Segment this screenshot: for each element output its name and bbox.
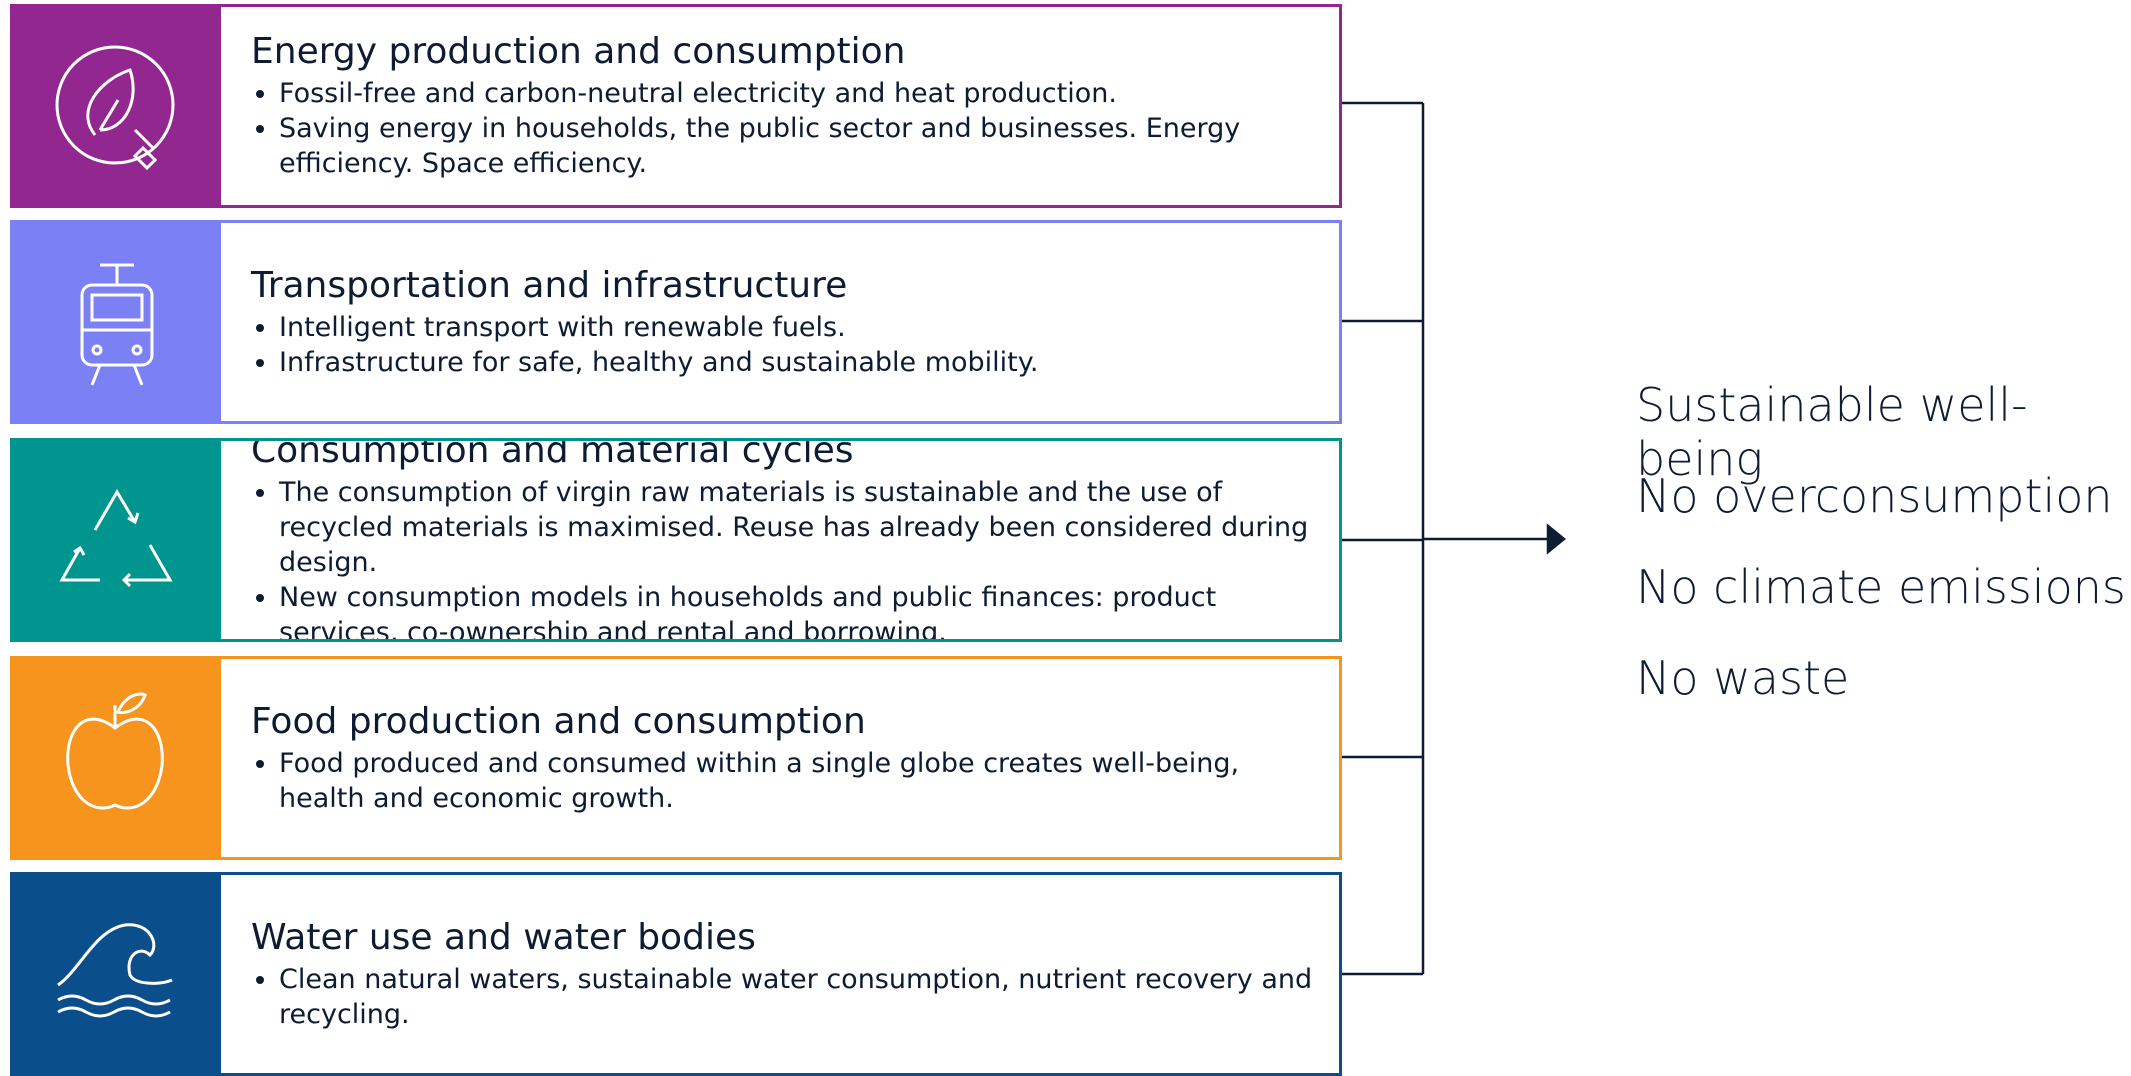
bullet: Food produced and consumed within a sing… [279,746,1331,816]
bullet-list: Intelligent transport with renewable fue… [251,310,1331,380]
section-title: Transportation and infrastructure [251,264,848,306]
outcome: Sustainable well-being [1636,378,2028,486]
section-box: Consumption and material cycles The consu… [10,438,1342,642]
connector [1342,101,1566,976]
section-title: Food production and consumption [251,700,866,742]
icon-apple [66,692,164,810]
section-box: Food production and consumptionFood prod… [10,656,1342,860]
section-box: Energy production and consumption Fossil-… [10,4,1342,208]
section-content: Consumption and material cycles The consu… [251,441,1331,639]
bullet: Infrastructure for safe, healthy and sus… [279,345,1331,380]
bullet: The consumption of virgin raw materials … [279,475,1331,580]
outcome: No waste [1636,651,1850,705]
section-content: Water use and water bodiesClean natural … [251,875,1331,1073]
bullet-list: Clean natural waters, sustainable water … [251,962,1331,1032]
bullet-list: The consumption of virgin raw materials … [251,475,1331,639]
section-title: Energy production and consumption [251,31,906,72]
bullet: Saving energy in households, the public … [279,111,1331,181]
section-box: Transportation and infrastructure Intelli… [10,220,1342,424]
icon-panel [13,441,221,639]
bullet: Intelligent transport with renewable fue… [279,310,1331,345]
section-content: Energy production and consumption Fossil-… [251,7,1331,205]
section-title: Consumption and material cycles [251,438,854,471]
section-content: Transportation and infrastructure Intelli… [251,223,1331,421]
icon-panel [13,223,221,421]
icon-energy [55,45,175,171]
icon-tram [80,263,154,386]
section-content: Food production and consumptionFood prod… [251,659,1331,857]
outcome: No overconsumption [1636,469,2113,523]
section-title: Water use and water bodies [251,916,756,958]
icon-recycle [59,489,173,588]
bullet-list: Food produced and consumed within a sing… [251,746,1331,816]
outcome: No climate emissions [1636,560,2126,614]
bullet: New consumption models in households and… [279,580,1331,639]
bullet: Fossil-free and carbon-neutral electrici… [279,76,1331,111]
icon-wave [57,923,173,1018]
bullet: Clean natural waters, sustainable water … [279,962,1331,1032]
section-box: Water use and water bodiesClean natural … [10,872,1342,1076]
icon-panel [13,659,221,857]
bullet-list: Fossil-free and carbon-neutral electrici… [251,76,1331,181]
icon-panel [13,875,221,1073]
icon-panel [13,7,221,205]
